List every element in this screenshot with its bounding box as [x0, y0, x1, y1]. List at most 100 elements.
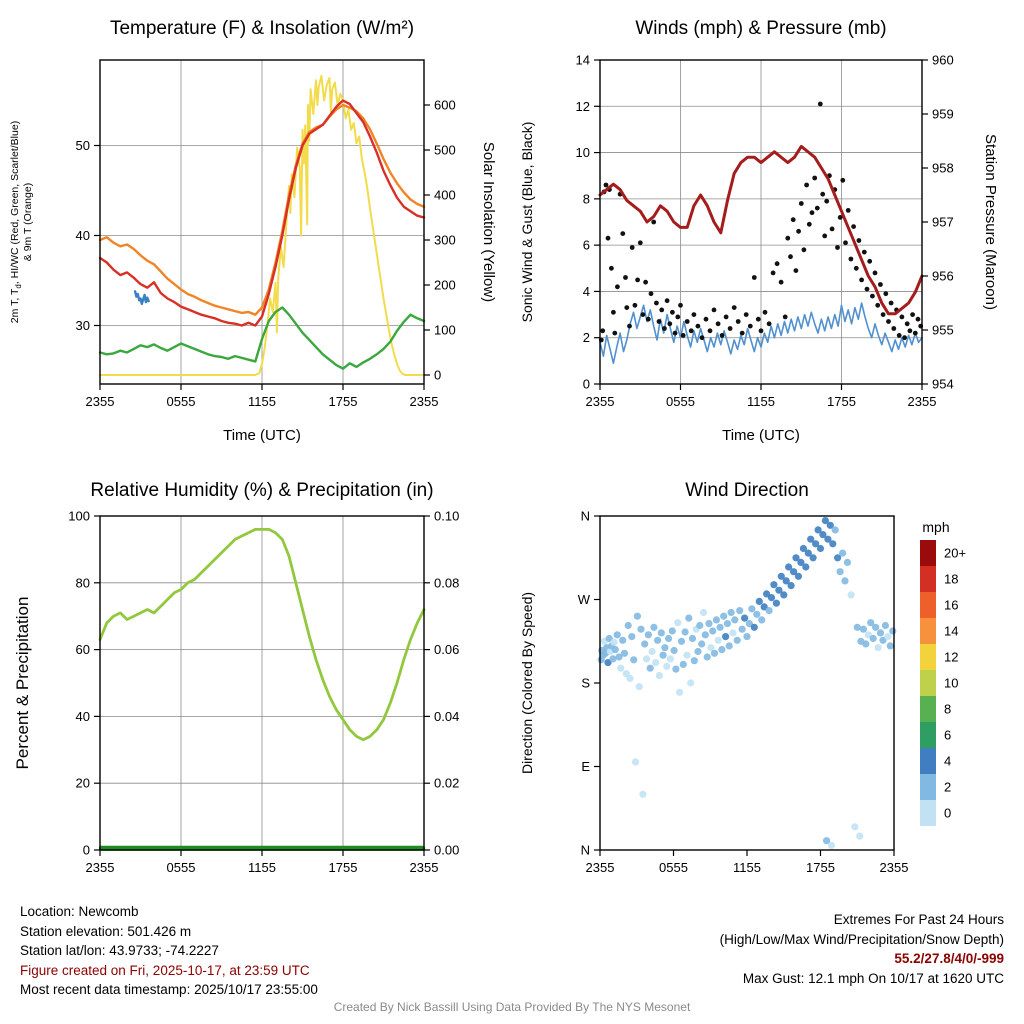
- svg-text:0.10: 0.10: [434, 509, 459, 524]
- figure-created-line: Figure created on Fri, 2025-10-17, at 23…: [20, 962, 310, 978]
- svg-text:6: 6: [583, 238, 590, 253]
- svg-text:2355: 2355: [86, 860, 115, 875]
- svg-text:20: 20: [76, 776, 90, 791]
- svg-text:0: 0: [944, 806, 951, 821]
- extremes-values: 55.2/27.8/4/0/-999: [894, 951, 1004, 966]
- max-gust-line: Max Gust: 12.1 mph On 10/17 at 1620 UTC: [742, 970, 1004, 986]
- svg-text:Solar Insolation (Yellow): Solar Insolation (Yellow): [480, 142, 497, 302]
- svg-text:0: 0: [434, 368, 441, 383]
- station-info-block: Location: Newcomb Station elevation: 501…: [20, 902, 318, 1000]
- svg-text:0.00: 0.00: [434, 843, 459, 858]
- svg-text:10: 10: [944, 676, 958, 691]
- svg-text:12: 12: [944, 650, 958, 665]
- svg-text:80: 80: [76, 575, 90, 590]
- svg-text:2m T, Td, HI/WC (Red, Green, S: 2m T, Td, HI/WC (Red, Green, Scarlet/Blu…: [9, 121, 23, 323]
- svg-text:2: 2: [944, 780, 951, 795]
- svg-text:0555: 0555: [659, 860, 688, 875]
- svg-text:1155: 1155: [747, 394, 775, 409]
- svg-text:14: 14: [944, 624, 958, 639]
- svg-text:14: 14: [576, 53, 590, 68]
- svg-text:mph: mph: [922, 519, 949, 535]
- svg-text:100: 100: [68, 509, 90, 524]
- svg-text:2355: 2355: [586, 394, 615, 409]
- svg-text:Winds (mph) & Pressure (mb): Winds (mph) & Pressure (mb): [635, 18, 886, 39]
- svg-text:10: 10: [576, 145, 590, 160]
- svg-text:Direction (Colored By Speed): Direction (Colored By Speed): [519, 592, 535, 774]
- data-timestamp-line: Most recent data timestamp: 2025/10/17 2…: [20, 982, 318, 997]
- station-latlon: Station lat/lon: 43.9733; -74.2227: [20, 943, 219, 958]
- svg-text:60: 60: [76, 642, 90, 657]
- svg-text:955: 955: [932, 323, 954, 338]
- svg-text:2355: 2355: [880, 860, 909, 875]
- svg-text:4: 4: [583, 284, 590, 299]
- extremes-title: Extremes For Past 24 Hours: [833, 912, 1004, 927]
- svg-text:2355: 2355: [908, 394, 937, 409]
- svg-text:600: 600: [434, 98, 456, 113]
- chart-winds-pressure: 2355 0555 1155 1755 2355 0 2 4 6 8 10 12 14 954 955 956…: [519, 18, 999, 444]
- svg-text:0555: 0555: [167, 860, 196, 875]
- svg-text:40: 40: [76, 709, 90, 724]
- svg-text:1755: 1755: [827, 394, 856, 409]
- svg-text:1155: 1155: [248, 860, 276, 875]
- svg-text:0.08: 0.08: [434, 575, 459, 590]
- svg-text:Time (UTC): Time (UTC): [722, 427, 800, 444]
- svg-text:2355: 2355: [410, 860, 439, 875]
- svg-text:958: 958: [932, 161, 954, 176]
- svg-text:1755: 1755: [329, 394, 358, 409]
- svg-text:Station Pressure (Maroon): Station Pressure (Maroon): [982, 134, 999, 310]
- svg-text:12: 12: [576, 99, 590, 114]
- svg-text:500: 500: [434, 143, 456, 158]
- svg-text:2355: 2355: [586, 860, 615, 875]
- extremes-subtitle: (High/Low/Max Wind/Precipitation/Snow De…: [719, 931, 1004, 947]
- svg-text:0.02: 0.02: [434, 776, 459, 791]
- svg-text:S: S: [581, 676, 590, 691]
- credit-line: Created By Nick Bassill Using Data Provi…: [333, 1000, 691, 1014]
- extremes-block: Extremes For Past 24 Hours (High/Low/Max…: [720, 910, 1004, 988]
- svg-text:18: 18: [944, 572, 958, 587]
- svg-text:300: 300: [434, 233, 456, 248]
- svg-text:2355: 2355: [410, 394, 439, 409]
- svg-text:Sonic Wind & Gust (Blue, Black: Sonic Wind & Gust (Blue, Black): [519, 122, 535, 323]
- svg-text:0555: 0555: [666, 394, 695, 409]
- svg-text:Temperature (F) & Insolation (: Temperature (F) & Insolation (W/m²): [110, 18, 414, 39]
- chart-humidity-precipitation: 2355 0555 1155 1755 2355 0 20 40 60 80 100 0.00 0.02…: [13, 480, 459, 875]
- svg-text:0.04: 0.04: [434, 709, 459, 724]
- svg-text:40: 40: [76, 228, 90, 243]
- svg-text:16: 16: [944, 598, 958, 613]
- svg-text:1755: 1755: [806, 860, 835, 875]
- svg-text:20+: 20+: [944, 546, 966, 561]
- svg-text:N: N: [581, 509, 590, 524]
- svg-text:0555: 0555: [167, 394, 196, 409]
- svg-text:6: 6: [944, 728, 951, 743]
- svg-text:N: N: [581, 843, 590, 858]
- svg-text:200: 200: [434, 278, 456, 293]
- svg-text:Relative Humidity (%) & Precip: Relative Humidity (%) & Precipitation (i…: [90, 480, 433, 501]
- svg-text:2355: 2355: [86, 394, 115, 409]
- svg-text:30: 30: [76, 318, 90, 333]
- svg-text:0: 0: [83, 843, 90, 858]
- svg-text:Wind Direction: Wind Direction: [685, 480, 809, 501]
- svg-text:1755: 1755: [329, 860, 358, 875]
- svg-text:1155: 1155: [248, 394, 276, 409]
- svg-text:W: W: [578, 592, 591, 607]
- svg-text:957: 957: [932, 215, 954, 230]
- svg-text:E: E: [581, 759, 590, 774]
- svg-text:1155: 1155: [733, 860, 761, 875]
- svg-text:Time (UTC): Time (UTC): [223, 427, 301, 444]
- svg-text:8: 8: [944, 702, 951, 717]
- svg-text:8: 8: [583, 191, 590, 206]
- svg-text:954: 954: [932, 377, 954, 392]
- svg-text:100: 100: [434, 323, 456, 338]
- svg-text:960: 960: [932, 53, 954, 68]
- svg-text:400: 400: [434, 188, 456, 203]
- chart-temperature-insolation: 2355 0555 1155 1755 235530405001002003004005…: [9, 18, 497, 444]
- svg-text:& 9m T (Orange): & 9m T (Orange): [22, 183, 34, 261]
- svg-text:956: 956: [932, 269, 954, 284]
- svg-text:0.06: 0.06: [434, 642, 459, 657]
- svg-text:4: 4: [944, 754, 951, 769]
- station-elevation: Station elevation: 501.426 m: [20, 923, 192, 939]
- station-location: Location: Newcomb: [20, 904, 139, 919]
- chart-wind-direction: 2355 0555 1155 1755 2355 N W S E N Wind Direction D…: [519, 480, 966, 875]
- svg-text:50: 50: [76, 138, 90, 153]
